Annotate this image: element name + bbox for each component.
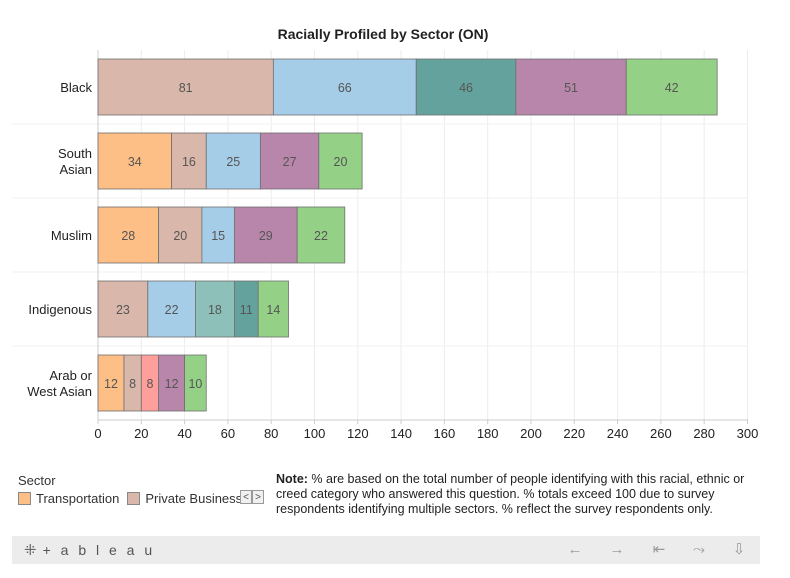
bar-segment (184, 354, 207, 412)
bar-value-label: 27 (283, 155, 297, 169)
x-tick-label: 60 (221, 426, 235, 441)
bar-segment (415, 58, 517, 116)
category-label: Asian (59, 162, 92, 177)
bar-value-label: 8 (146, 377, 153, 391)
bar-segment (195, 280, 235, 338)
category-label: Muslim (51, 228, 92, 243)
bar-segment (259, 132, 320, 190)
bar-segment (97, 206, 160, 264)
x-tick-label: 300 (737, 426, 759, 441)
bar-segment (158, 206, 203, 264)
bar-segment (97, 58, 274, 116)
legend-pager: < > (240, 490, 264, 504)
bar-segment (257, 280, 289, 338)
redo-icon[interactable]: → (609, 541, 625, 558)
bar-value-label: 11 (240, 303, 253, 317)
bar-value-label: 25 (226, 155, 240, 169)
legend-item-transportation[interactable]: Transportation (18, 491, 119, 506)
download-icon[interactable]: ⇩ (732, 541, 746, 558)
tableau-toolbar: ⁜ + a b l e a u ← → ⇤ ⤳ ⇩ (12, 536, 760, 564)
category-label: West Asian (27, 384, 92, 399)
legend-swatch (127, 492, 141, 505)
bar-segment (625, 58, 718, 116)
bar-value-label: 34 (128, 155, 142, 169)
bar-segment (97, 132, 173, 190)
bar-segment (171, 132, 207, 190)
x-tick-label: 200 (520, 426, 542, 441)
legend-title: Sector (18, 473, 56, 488)
bar-value-label: 42 (665, 81, 679, 95)
category-label: Indigenous (28, 302, 92, 317)
bar-value-label: 12 (104, 377, 118, 391)
bar-value-label: 12 (165, 377, 179, 391)
bar-value-label: 14 (266, 303, 280, 317)
legend-items: Transportation Private Business (18, 491, 249, 506)
x-tick-label: 20 (134, 426, 148, 441)
bar-value-label: 28 (121, 229, 135, 243)
x-tick-label: 280 (693, 426, 715, 441)
share-icon[interactable]: ⤳ (692, 541, 705, 558)
x-tick-label: 40 (177, 426, 191, 441)
bar-segment (97, 280, 149, 338)
tableau-wordmark: + a b l e a u (42, 542, 156, 558)
legend-label: Private Business (145, 491, 242, 506)
chart-note: Note: % are based on the total number of… (276, 472, 756, 528)
legend-item-private-business[interactable]: Private Business (127, 491, 241, 506)
legend: Sector Transportation Private Business <… (18, 472, 268, 528)
x-tick-label: 120 (347, 426, 369, 441)
bar-value-label: 29 (259, 229, 273, 243)
category-label: South (58, 146, 92, 161)
category-label: Black (60, 80, 92, 95)
note-label: Note: (276, 472, 308, 486)
bar-value-label: 15 (211, 229, 225, 243)
bar-segment (201, 206, 235, 264)
bar-value-label: 10 (188, 377, 202, 391)
legend-label: Transportation (36, 491, 120, 506)
bar-value-label: 20 (334, 155, 348, 169)
chart-area: 0 20 40 60 80 100 120 140 160 180 200 220 240 260 280 3… (12, 50, 759, 441)
bar-value-label: 46 (459, 81, 473, 95)
bar-segment (272, 58, 417, 116)
legend-prev-icon[interactable]: < (240, 490, 252, 504)
bar-value-label: 20 (173, 229, 187, 243)
bar-value-label: 51 (564, 81, 578, 95)
bar-value-label: 8 (129, 377, 136, 391)
bar-value-label: 22 (314, 229, 328, 243)
tableau-brand[interactable]: ⁜ + a b l e a u (24, 541, 155, 559)
bar-segment (233, 206, 298, 264)
note-text: % are based on the total number of peopl… (276, 472, 745, 516)
x-tick-label: 80 (264, 426, 278, 441)
category-label: Arab or (49, 368, 92, 383)
bar-value-label: 23 (116, 303, 130, 317)
bar-segment (296, 206, 346, 264)
x-tick-label: 0 (94, 426, 101, 441)
bar-segment (205, 132, 261, 190)
legend-swatch (18, 492, 31, 505)
x-tick-label: 180 (477, 426, 499, 441)
x-tick-label: 140 (390, 426, 412, 441)
bar-segment (158, 354, 185, 412)
x-tick-label: 220 (563, 426, 585, 441)
chart-title: Racially Profiled by Sector (ON) (277, 26, 489, 42)
undo-icon[interactable]: ← (567, 541, 583, 558)
bar-value-label: 22 (165, 303, 179, 317)
bar-segment (147, 280, 196, 338)
x-tick-label: 160 (434, 426, 456, 441)
x-tick-label: 240 (607, 426, 629, 441)
bar-segment (97, 354, 125, 412)
legend-next-icon[interactable]: > (252, 490, 264, 504)
bar-value-label: 81 (179, 81, 193, 95)
bar-value-label: 16 (182, 155, 196, 169)
tableau-logo-icon: ⁜ (24, 542, 40, 559)
x-tick-label: 260 (650, 426, 672, 441)
bar-value-label: 18 (208, 303, 222, 317)
revert-icon[interactable]: ⇤ (652, 541, 666, 558)
bar-value-label: 66 (338, 81, 352, 95)
x-tick-label: 100 (304, 426, 326, 441)
bar-segment (318, 132, 363, 190)
